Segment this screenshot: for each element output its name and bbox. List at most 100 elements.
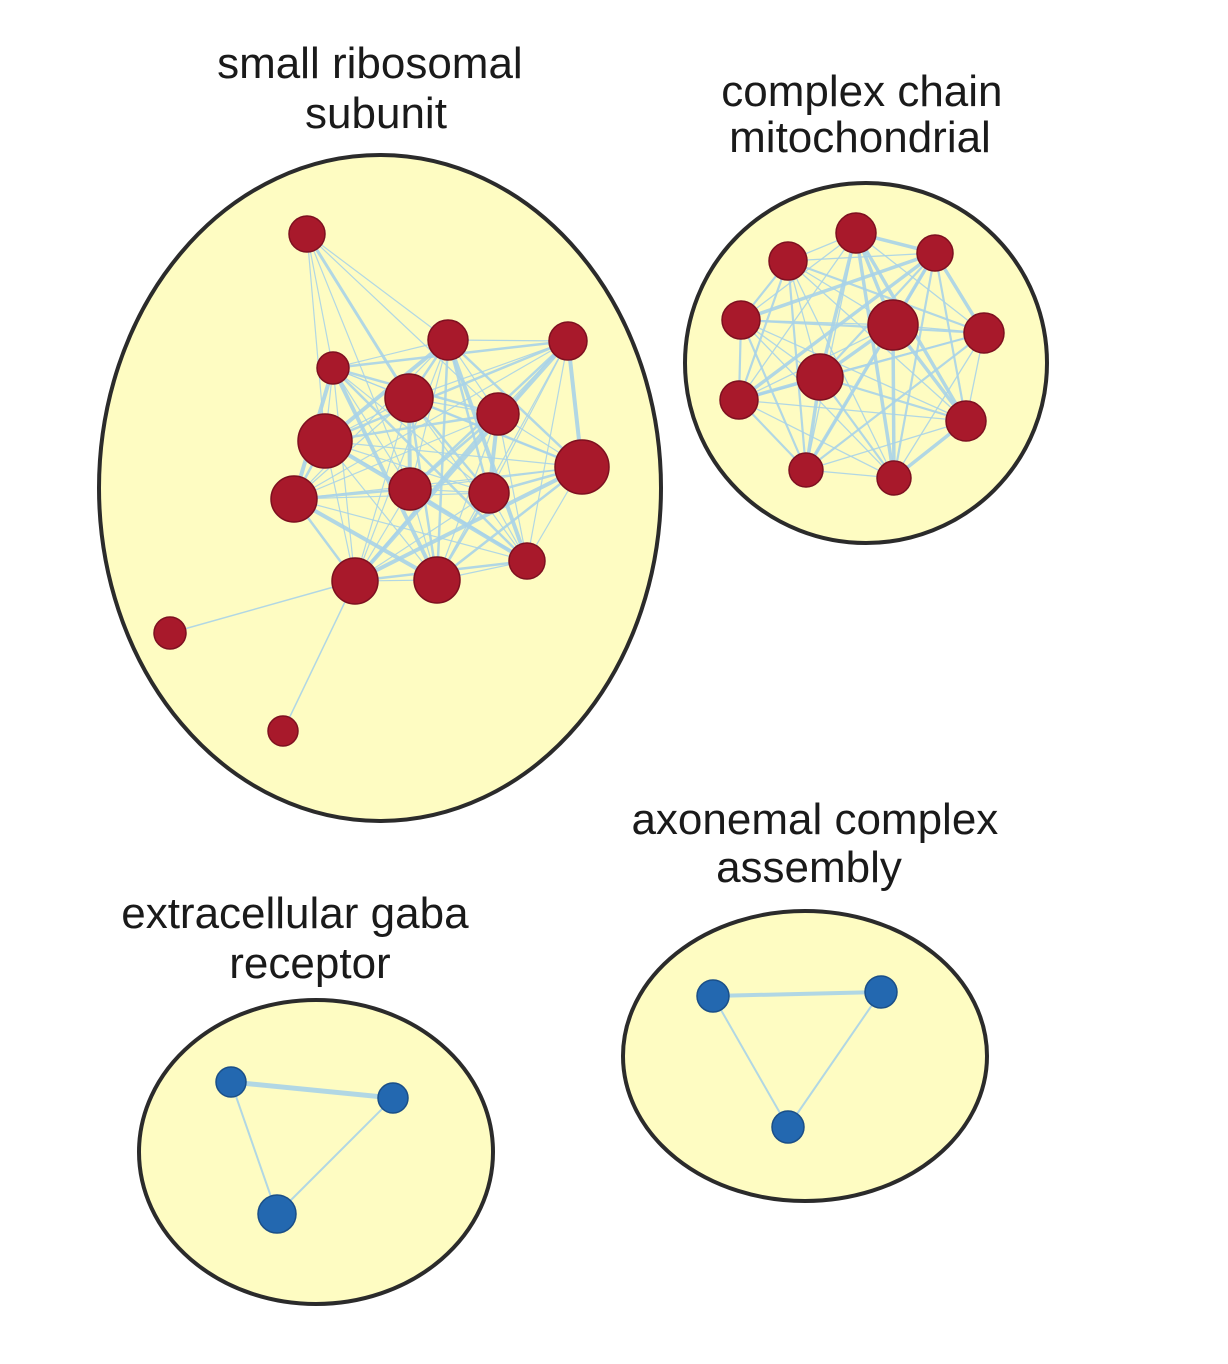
cluster-ribosomal-label: small ribosomal subunit bbox=[217, 39, 535, 138]
cluster-mito-label: complex chain mitochondrial bbox=[721, 67, 1015, 162]
mito-node bbox=[963, 312, 1005, 354]
axonemal-node bbox=[696, 979, 730, 1013]
mito-edge bbox=[737, 251, 937, 402]
ribosomal-edge bbox=[408, 340, 569, 399]
cluster-ribosomal-nodes bbox=[153, 215, 610, 747]
mito-node bbox=[721, 300, 761, 340]
ribosomal-node bbox=[476, 392, 520, 436]
mito-edge bbox=[893, 332, 985, 479]
gaba-edge bbox=[228, 1079, 396, 1101]
cluster-axonemal-edges bbox=[711, 990, 883, 1128]
ribosomal-edge bbox=[435, 465, 584, 582]
ribosomal-node bbox=[267, 715, 299, 747]
mito-node bbox=[788, 452, 824, 488]
ribosomal-node bbox=[270, 475, 318, 523]
mito-edge bbox=[738, 232, 857, 401]
axonemal-edge bbox=[712, 995, 789, 1128]
mito-edge bbox=[787, 252, 936, 262]
cluster-gaba-boundary bbox=[137, 998, 495, 1306]
cluster-ribosomal-label-line-2: subunit bbox=[305, 89, 447, 138]
ribosomal-edge bbox=[293, 498, 528, 562]
ribosomal-edge bbox=[331, 366, 439, 582]
ribosomal-edge bbox=[169, 580, 356, 634]
axonemal-edge bbox=[711, 990, 883, 998]
cluster-gaba-label: extracellular gaba receptor bbox=[121, 889, 481, 988]
mito-edge bbox=[805, 232, 857, 471]
ribosomal-edge bbox=[292, 497, 439, 582]
mito-edge bbox=[786, 259, 986, 335]
cluster-gaba: extracellular gaba receptor bbox=[121, 889, 495, 1306]
gaba-edge bbox=[230, 1081, 278, 1215]
ribosomal-edge bbox=[306, 233, 499, 415]
mito-node bbox=[796, 353, 844, 401]
ribosomal-edge bbox=[306, 233, 326, 442]
mito-edge bbox=[818, 375, 968, 423]
ribosomal-edge bbox=[293, 413, 499, 500]
gaba-node bbox=[257, 1194, 297, 1234]
mito-edge bbox=[738, 399, 895, 479]
ribosomal-node bbox=[384, 373, 434, 423]
mito-edge bbox=[933, 251, 968, 423]
mito-node bbox=[768, 241, 808, 281]
ribosomal-edge bbox=[446, 338, 529, 563]
cluster-axonemal-boundary bbox=[621, 909, 989, 1203]
ribosomal-edge bbox=[306, 233, 334, 369]
cluster-axonemal-label-line-1: axonemal complex bbox=[631, 795, 998, 844]
mito-edge bbox=[786, 259, 808, 472]
mito-edge bbox=[804, 331, 986, 472]
gaba-edge bbox=[276, 1097, 394, 1215]
gaba-node bbox=[377, 1082, 409, 1114]
mito-node bbox=[719, 380, 759, 420]
ribosomal-edge bbox=[324, 440, 490, 494]
cluster-ribosomal-boundary bbox=[97, 153, 663, 823]
mito-edge bbox=[738, 399, 967, 422]
ribosomal-edge bbox=[306, 233, 411, 490]
ribosomal-edge bbox=[409, 339, 449, 490]
ribosomal-edge bbox=[305, 232, 411, 400]
cluster-gaba-label-line-2: receptor bbox=[229, 939, 390, 988]
ribosomal-node bbox=[508, 542, 546, 580]
ribosomal-node bbox=[468, 472, 510, 514]
mito-edge bbox=[740, 319, 967, 422]
ribosomal-edge bbox=[436, 413, 499, 581]
ribosomal-edge bbox=[436, 340, 569, 581]
cluster-gaba-nodes bbox=[215, 1066, 409, 1234]
mito-node bbox=[876, 460, 912, 496]
ribosomal-edge bbox=[526, 340, 569, 562]
ribosomal-node bbox=[548, 321, 588, 361]
ribosomal-node bbox=[388, 467, 432, 511]
ribosomal-edge bbox=[293, 340, 569, 500]
mito-edge bbox=[805, 420, 967, 471]
mito-node bbox=[945, 400, 987, 442]
cluster-gaba-edges bbox=[228, 1079, 396, 1215]
mito-edge bbox=[739, 251, 937, 322]
cluster-axonemal-label: axonemal complex assembly bbox=[631, 795, 1010, 892]
cluster-ribosomal-edges bbox=[169, 232, 584, 732]
ribosomal-edge bbox=[332, 367, 411, 490]
ribosomal-edge bbox=[332, 367, 356, 582]
mito-node bbox=[867, 299, 919, 351]
ribosomal-edge bbox=[488, 340, 569, 494]
mito-edge bbox=[739, 318, 986, 335]
ribosomal-edge bbox=[331, 366, 529, 563]
ribosomal-node bbox=[554, 439, 610, 495]
ribosomal-edge bbox=[306, 233, 449, 341]
gaba-node bbox=[215, 1066, 247, 1098]
axonemal-edge bbox=[787, 991, 882, 1128]
ribosomal-node bbox=[427, 319, 469, 361]
cluster-axonemal-nodes bbox=[696, 975, 898, 1144]
cluster-axonemal-label-line-2: assembly bbox=[716, 843, 902, 892]
axonemal-node bbox=[771, 1110, 805, 1144]
cluster-mito-nodes bbox=[719, 212, 1005, 496]
cluster-mito-label-line-1: complex chain bbox=[721, 67, 1002, 116]
mito-node bbox=[835, 212, 877, 254]
ribosomal-edge bbox=[324, 440, 583, 468]
mito-node bbox=[916, 234, 954, 272]
ribosomal-edge bbox=[282, 580, 356, 732]
cluster-mito: complex chain mitochondrial bbox=[683, 67, 1049, 545]
ribosomal-edge bbox=[446, 338, 491, 495]
mito-edge bbox=[739, 318, 808, 472]
ribosomal-edge bbox=[323, 412, 500, 443]
ribosomal-node bbox=[288, 215, 326, 253]
